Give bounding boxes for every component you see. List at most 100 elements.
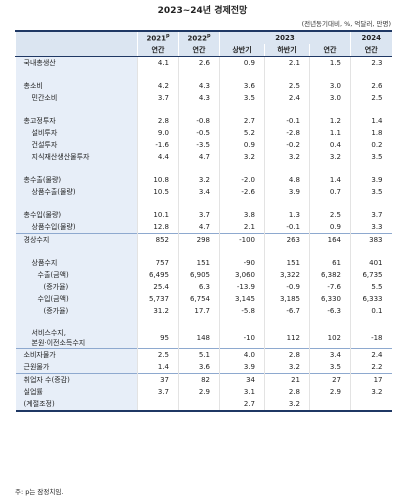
cell: -0.8: [178, 115, 220, 127]
spacer: [219, 163, 265, 174]
spacer: [178, 69, 220, 80]
period-header: 연간: [309, 44, 351, 57]
cell: 3,060: [219, 269, 265, 281]
cell: 1.4: [137, 361, 179, 374]
cell: 12.8: [137, 221, 179, 234]
cell: 17: [350, 373, 392, 386]
spacer: [178, 317, 220, 328]
year-header: 2024: [350, 30, 392, 44]
cell: 2.4: [264, 92, 310, 104]
cell: 3.2: [264, 398, 310, 412]
table-row: 실업률 3.7 2.9 3.1 2.8 2.9 3.2: [15, 386, 392, 398]
spacer: [264, 163, 310, 174]
row-label: 상품수입(물량): [15, 221, 138, 234]
cell: 9.0: [137, 127, 179, 139]
row-label-line: 경상수지: [23, 236, 50, 244]
row-label-line: 상품수지: [31, 259, 58, 267]
cell: 0.1: [350, 305, 392, 317]
cell: 2.5: [264, 80, 310, 92]
spacer: [309, 69, 351, 80]
cell: 1.3: [264, 209, 310, 221]
cell: 2.9: [178, 386, 220, 398]
spacer: [264, 69, 310, 80]
year-header: 2022p: [178, 30, 220, 44]
spacer: [137, 163, 179, 174]
spacer: [350, 104, 392, 115]
cell: 2.1: [264, 56, 310, 69]
row-label-line: 실업률: [23, 388, 43, 396]
cell: 6,754: [178, 293, 220, 305]
cell: 4.7: [178, 151, 220, 163]
cell: 5.1: [178, 348, 220, 361]
unit-note: (전년동기대비, %, 억달러, 만명): [301, 20, 391, 28]
row-label: 수입(금액): [15, 293, 138, 305]
cell: 3.4: [309, 348, 351, 361]
cell: 27: [309, 373, 351, 386]
title: 2023~24년 경제전망: [157, 6, 248, 16]
row-label-line: 국내총생산: [23, 59, 56, 67]
row-label-line: 취업자 수(증감): [23, 376, 70, 384]
year-text: 2022: [187, 34, 207, 43]
cell: 25.4: [137, 281, 179, 293]
row-label: 근원물가: [15, 361, 138, 374]
year-header: 2023: [219, 30, 351, 44]
spacer: [350, 163, 392, 174]
row-label-line: 지식재산생산물투자: [31, 153, 90, 161]
cell: 383: [350, 233, 392, 246]
spacer: [264, 246, 310, 257]
cell: 3,185: [264, 293, 310, 305]
cell: 3,322: [264, 269, 310, 281]
spacer: [309, 104, 351, 115]
cell: 4.3: [178, 92, 220, 104]
year-text: 2024: [361, 34, 381, 42]
cell: 2.8: [137, 115, 179, 127]
spacer: [264, 198, 310, 209]
spacer: [309, 317, 351, 328]
row-label: (증가율): [15, 305, 138, 317]
cell: -18: [350, 328, 392, 349]
cell: -2.0: [219, 174, 265, 186]
row-label-line: 설비투자: [31, 129, 58, 137]
cell: 1.8: [350, 127, 392, 139]
cell: 82: [178, 373, 220, 386]
cell: 6,330: [309, 293, 351, 305]
cell: 4.2: [137, 80, 179, 92]
cell: 3.2: [309, 151, 351, 163]
cell: 102: [309, 328, 351, 349]
cell: -100: [219, 233, 265, 246]
row-label: 총고정투자: [15, 115, 138, 127]
spacer: [219, 198, 265, 209]
cell: 3.6: [178, 361, 220, 374]
cell: 17.7: [178, 305, 220, 317]
cell: 112: [264, 328, 310, 349]
row-label: 실업률: [15, 386, 138, 398]
cell: 95: [137, 328, 179, 349]
table-row: 경상수지 852 298 -100 263 164 383: [15, 233, 392, 246]
cell: 5.5: [350, 281, 392, 293]
cell: 2.1: [219, 221, 265, 234]
cell: -1.6: [137, 139, 179, 151]
cell: 34: [219, 373, 265, 386]
spacer-row: [15, 246, 392, 257]
row-label-line: (증가율): [43, 283, 69, 291]
cell: 263: [264, 233, 310, 246]
row-label: 상품수지: [15, 257, 138, 269]
spacer: [15, 198, 138, 209]
cell: 3.0: [309, 80, 351, 92]
cell: 1.4: [309, 174, 351, 186]
cell: 4.8: [264, 174, 310, 186]
row-label: (계절조정): [15, 398, 138, 412]
cell: -0.5: [178, 127, 220, 139]
row-label: 총수입(물량): [15, 209, 138, 221]
table-row: 설비투자 9.0 -0.5 5.2 -2.8 1.1 1.8: [15, 127, 392, 139]
cell: [137, 398, 179, 412]
spacer: [309, 198, 351, 209]
table-row: 상품수입(물량) 12.8 4.7 2.1 -0.1 0.9 3.3: [15, 221, 392, 234]
row-label-line: 총소비: [23, 82, 43, 90]
cell: -0.2: [264, 139, 310, 151]
row-label-line: 근원물가: [23, 363, 50, 371]
cell: 6,495: [137, 269, 179, 281]
cell: 2.5: [309, 209, 351, 221]
table-row: (증가율) 31.2 17.7 -5.8 -6.7 -6.3 0.1: [15, 305, 392, 317]
cell: 3.9: [264, 186, 310, 198]
